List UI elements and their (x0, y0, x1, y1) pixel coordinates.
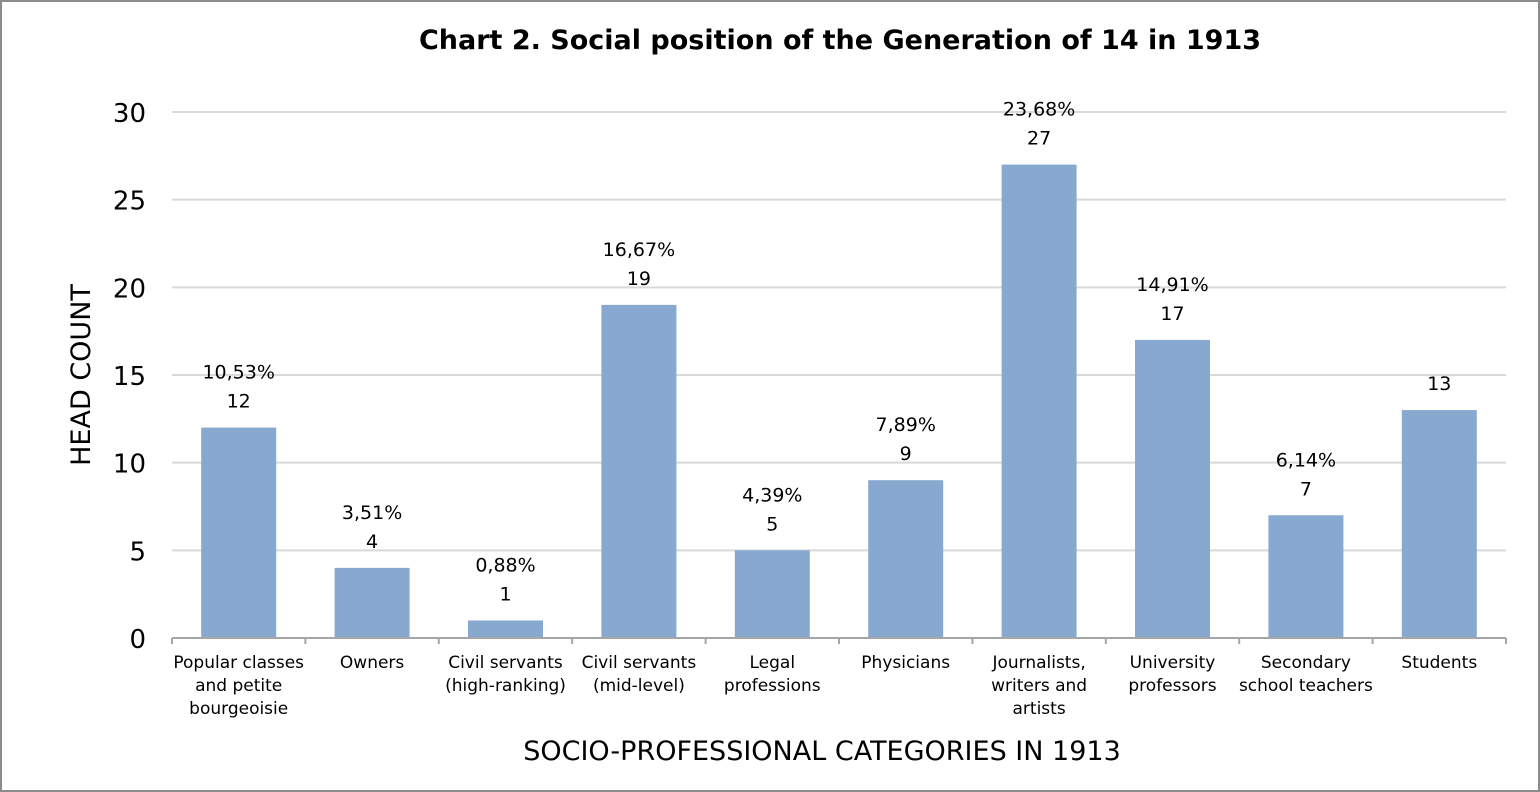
y-tick-label: 20 (113, 274, 146, 304)
bar (468, 620, 543, 638)
bar (201, 427, 277, 638)
category-label: Physicians (861, 653, 950, 673)
x-axis (171, 637, 1507, 644)
percent-label: 14,91% (1136, 274, 1208, 296)
category-label: Popular classes and petite bourgeoisie (173, 653, 304, 719)
bar (1001, 164, 1077, 638)
percent-label: 4,39% (742, 484, 802, 506)
bar (868, 480, 944, 638)
bar (1135, 339, 1210, 638)
value-label: 4 (366, 531, 378, 553)
value-label: 17 (1160, 303, 1184, 325)
value-label: 1 (499, 583, 511, 605)
bar (734, 550, 810, 638)
category-label: Students (1401, 653, 1477, 673)
percent-label: 7,89% (876, 414, 936, 436)
data-labels: 12 10,53% 4 3,51% 1 0,88% 19 16,67% 5 4,39% 9 7,89%… (202, 99, 1451, 606)
category-labels: Popular classes and petite bourgeoisie Owne… (173, 653, 1477, 719)
y-tick-label: 15 (113, 362, 146, 392)
value-label: 13 (1427, 373, 1451, 395)
value-label: 12 (227, 391, 251, 413)
category-label: Legal professions (724, 653, 821, 696)
bar (1268, 515, 1344, 638)
value-label: 7 (1300, 478, 1312, 500)
percent-label: 3,51% (342, 502, 402, 524)
category-label: Owners (340, 653, 405, 673)
y-tick-label: 5 (129, 537, 146, 567)
y-axis-title: HEAD COUNT (66, 284, 97, 466)
chart-title: Chart 2. Social position of the Generati… (419, 25, 1261, 56)
percent-label: 0,88% (475, 554, 535, 576)
value-label: 9 (900, 443, 912, 465)
category-label: Secondary school teachers (1239, 653, 1373, 696)
percent-label: 10,53% (202, 362, 274, 384)
value-label: 19 (627, 268, 651, 290)
category-label: Journalists, writers and artists (991, 653, 1087, 719)
percent-label: 16,67% (603, 239, 675, 261)
y-tick-label: 0 (129, 625, 146, 655)
y-tick-label: 30 (113, 99, 146, 129)
percent-label: 23,68% (1003, 99, 1075, 121)
category-label: Civil servants (mid-level) (582, 653, 697, 696)
bars (201, 164, 1477, 638)
value-label: 27 (1027, 128, 1051, 150)
category-label: Civil servants (high-ranking) (445, 653, 566, 696)
value-label: 5 (766, 513, 778, 535)
category-label: University professors (1128, 653, 1216, 696)
bar (1401, 410, 1477, 638)
bar (601, 304, 677, 638)
y-tick-label: 25 (113, 187, 146, 217)
y-axis-ticks: 0 5 10 15 20 25 30 (113, 99, 146, 655)
y-tick-label: 10 (113, 450, 146, 480)
bar (334, 567, 410, 638)
x-axis-title: SOCIO-PROFESSIONAL CATEGORIES IN 1913 (523, 736, 1121, 767)
percent-label: 6,14% (1276, 449, 1336, 471)
